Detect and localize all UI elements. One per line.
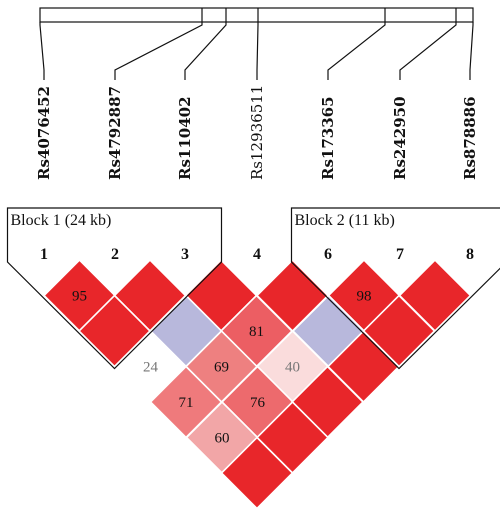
marker-numbers: 1 2 3 4 6 7 8 [40, 246, 474, 263]
marker-number: 3 [181, 246, 189, 263]
marker-number: 7 [396, 246, 404, 263]
snp-label: Rs4792887 [106, 86, 124, 180]
snp-labels: Rs4076452 Rs4792887 Rs110402 Rs12936511 Rs17… [35, 85, 479, 180]
ld-cell-value: 60 [215, 431, 230, 447]
position-bar-frame [39, 7, 474, 23]
marker-number: 6 [324, 246, 332, 263]
block-title: Block 2 (11 kb) [295, 212, 395, 229]
snp-label: Rs173365 [319, 96, 337, 180]
snp-leader-line [184, 22, 227, 80]
snp-leader-line [114, 22, 203, 80]
snp-label: Rs110402 [176, 96, 194, 180]
ld-cells: 95 98 81 24 69 40 71 76 60 [42, 258, 472, 510]
snp-leader-line [469, 22, 474, 80]
snp-leader-line [39, 22, 45, 80]
block-outline [6, 207, 223, 370]
marker-number: 1 [40, 246, 48, 263]
ld-cell-value: 76 [250, 395, 266, 411]
ld-cell-value: 40 [285, 360, 300, 376]
ld-cell [220, 436, 294, 510]
snp-label: Rs12936511 [248, 85, 266, 180]
snp-leader-line [399, 22, 457, 80]
ld-cell-value: 24 [143, 360, 159, 376]
block-outline [290, 207, 500, 370]
snp-label: Rs4076452 [35, 86, 53, 180]
block-title: Block 1 (24 kb) [11, 212, 112, 229]
ld-cell-value: 69 [214, 360, 229, 376]
marker-number: 2 [111, 246, 119, 263]
ld-cell-value: 71 [179, 395, 194, 411]
marker-number: 4 [253, 246, 261, 263]
snp-label: Rs878886 [461, 96, 479, 180]
ld-cell-value: 98 [357, 289, 372, 305]
haplotype-blocks: Block 1 (24 kb) Block 2 (11 kb) [6, 207, 500, 370]
snp-label: Rs242950 [391, 96, 409, 180]
marker-number: 8 [466, 246, 474, 263]
snp-leader-line [327, 22, 386, 80]
ld-cell-value: 81 [249, 324, 264, 340]
ld-cell-value: 95 [72, 289, 87, 305]
physical-position-bar [39, 7, 474, 23]
snp-leader-lines [39, 22, 474, 80]
snp-leader-line [256, 22, 259, 80]
